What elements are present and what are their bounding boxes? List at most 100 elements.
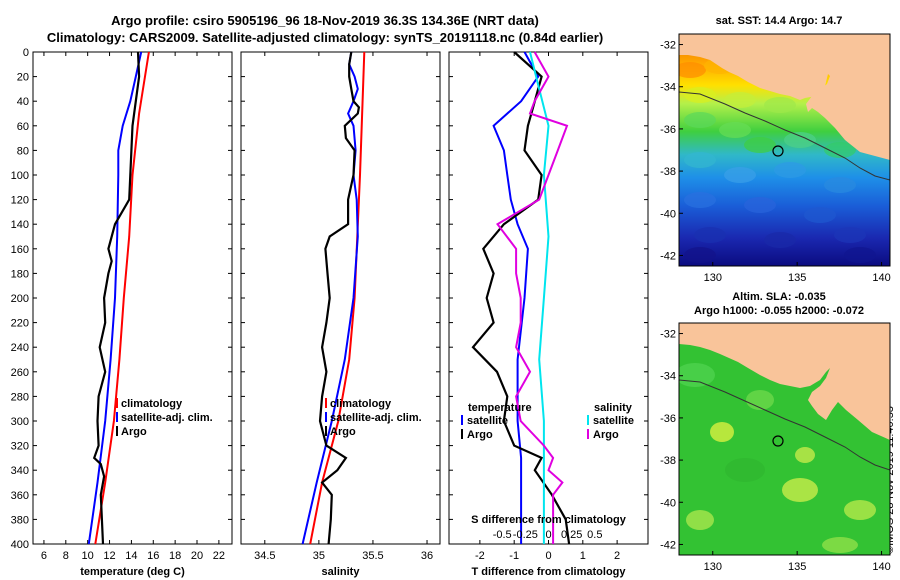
sla-texture	[679, 363, 715, 387]
x-tick-label: 12	[103, 550, 115, 562]
map-y-tick-label: -40	[660, 497, 676, 509]
map-y-tick-label: -32	[660, 329, 676, 341]
sst-texture	[784, 132, 816, 148]
x-tick-label: 35	[313, 550, 325, 562]
panel-frame	[240, 51, 441, 545]
x-tick-label: 8	[63, 550, 69, 562]
y-tick-label: 100	[11, 170, 29, 182]
map-x-tick-label: 130	[704, 272, 722, 284]
x-tick-label: 20	[191, 550, 203, 562]
salinity-axis-label: S difference from climatology	[471, 514, 627, 526]
sst-texture	[684, 192, 716, 208]
y-tick-label: 20	[17, 72, 29, 84]
y-tick-label: 80	[17, 145, 29, 157]
y-tick-label: 300	[11, 416, 29, 428]
salinity-tick-label: 0	[545, 529, 551, 541]
x-tick-label: 2	[614, 550, 620, 562]
sla-texture	[686, 510, 714, 530]
sla-texture	[746, 390, 774, 410]
salinity-tick-label: 0.5	[587, 529, 602, 541]
y-tick-label: 240	[11, 342, 29, 354]
x-axis-label: T difference from climatology	[471, 566, 626, 578]
y-tick-label: 140	[11, 219, 29, 231]
x-tick-label: 10	[82, 550, 94, 562]
x-tick-label: 36	[421, 550, 433, 562]
y-tick-label: 40	[17, 96, 29, 108]
x-tick-label: 6	[41, 550, 47, 562]
x-tick-label: 16	[147, 550, 159, 562]
x-tick-label: 1	[580, 550, 586, 562]
sla-map-title: Altim. SLA: -0.035	[732, 291, 826, 303]
legend-entry: Argo	[467, 429, 493, 441]
map-y-tick-label: -36	[660, 413, 676, 425]
map-x-tick-label: 135	[788, 561, 806, 573]
map-x-tick-label: 135	[788, 272, 806, 284]
sst-texture	[824, 142, 856, 158]
sla-isobath	[679, 379, 890, 471]
sst-texture	[719, 122, 751, 138]
salinity-tick-label: -0.25	[513, 529, 538, 541]
x-tick-label: 22	[213, 550, 225, 562]
sst-isobath	[679, 91, 890, 181]
x-tick-label: -1	[509, 550, 519, 562]
sla-texture	[795, 447, 815, 463]
sla-texture	[710, 422, 734, 442]
sst-texture	[844, 247, 876, 263]
y-tick-label: 220	[11, 318, 29, 330]
map-y-tick-label: -42	[660, 539, 676, 551]
figure-title-line2: Climatology: CARS2009. Satellite-adjuste…	[46, 30, 604, 45]
salinity-tick-label: 0.25	[561, 529, 582, 541]
y-tick-label: 260	[11, 367, 29, 379]
x-axis-label: temperature (deg C)	[80, 566, 185, 578]
map-y-tick-label: -42	[660, 250, 676, 262]
legend-climatology: climatology	[121, 398, 183, 410]
legend-temperature-header: temperature	[468, 402, 532, 414]
series-line-s-satellite	[529, 51, 550, 544]
map-y-tick-label: -38	[660, 455, 676, 467]
y-tick-label: 180	[11, 268, 29, 280]
series-line-argo	[92, 51, 141, 545]
sst-float-marker	[772, 145, 784, 157]
series-line-satellite-adj-clim-	[87, 51, 143, 545]
sst-map-title: sat. SST: 14.4 Argo: 14.7	[715, 15, 843, 27]
legend-entry: satellite	[593, 415, 634, 427]
sst-texture	[764, 97, 796, 113]
y-tick-label: 360	[11, 490, 29, 502]
sla-map	[679, 323, 890, 555]
sst-texture	[764, 232, 796, 248]
map-x-tick-label: 130	[704, 561, 722, 573]
sst-texture	[804, 207, 836, 223]
legend-argo: Argo	[121, 426, 147, 438]
figure-title-line1: Argo profile: csiro 5905196_96 18-Nov-20…	[111, 13, 539, 28]
x-tick-label: 18	[169, 550, 181, 562]
sst-map-frame	[678, 33, 891, 267]
profile-panel-3	[448, 51, 649, 545]
map-y-tick-label: -40	[660, 208, 676, 220]
sst-texture	[684, 247, 716, 263]
sla-float-marker	[772, 435, 784, 447]
series-line-argo	[318, 51, 361, 545]
map-y-tick-label: -36	[660, 124, 676, 136]
series-line-t-satellite	[492, 51, 540, 544]
y-tick-label: 340	[11, 465, 29, 477]
sst-texture	[834, 227, 866, 243]
y-tick-label: 160	[11, 244, 29, 256]
x-tick-label: 14	[125, 550, 137, 562]
map-y-tick-label: -38	[660, 166, 676, 178]
map-x-tick-label: 140	[872, 272, 890, 284]
legend-argo: Argo	[330, 426, 356, 438]
map-y-tick-label: -32	[660, 40, 676, 52]
sst-texture	[744, 197, 776, 213]
sla-map-subtitle: Argo h1000: -0.055 h2000: -0.072	[694, 305, 864, 317]
legend-entry: satellite	[467, 415, 508, 427]
sst-texture	[684, 112, 716, 128]
map-y-tick-label: -34	[660, 82, 676, 94]
sst-texture	[824, 177, 856, 193]
map-x-tick-label: 140	[872, 561, 890, 573]
sst-texture	[744, 137, 776, 153]
y-tick-label: 120	[11, 195, 29, 207]
x-axis-label: salinity	[322, 566, 361, 578]
sst-land	[679, 34, 890, 160]
y-tick-label: 400	[11, 539, 29, 551]
